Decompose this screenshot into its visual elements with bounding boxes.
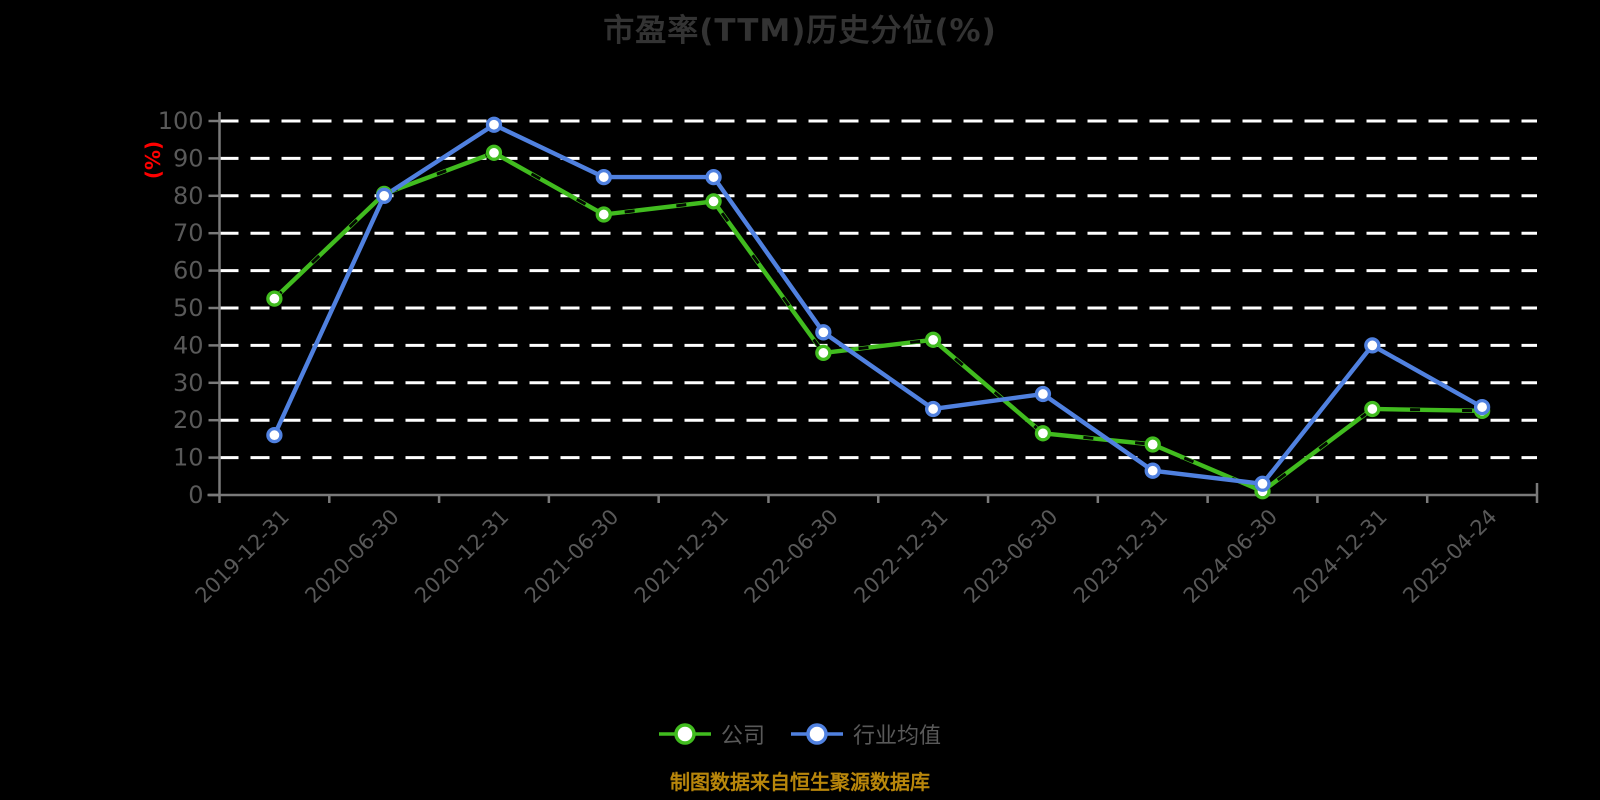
y-axis-label: 100: [158, 107, 204, 135]
industry-data-point-marker: [815, 324, 832, 341]
x-axis-label: 2020-12-31: [410, 505, 513, 608]
y-axis-label: 20: [173, 406, 204, 434]
x-axis-label: 2020-06-30: [300, 505, 403, 608]
company-data-point-marker: [485, 144, 503, 161]
company-data-point-marker: [815, 344, 832, 362]
legend: 公司 行业均值: [0, 718, 1600, 750]
legend-company-marker-icon: [658, 723, 711, 745]
industry-data-point-marker: [595, 168, 612, 186]
industry-data-point-marker: [705, 168, 722, 186]
industry-data-point-marker: [1254, 475, 1271, 492]
y-axis-label: 90: [173, 144, 204, 172]
x-axis-label: 2023-06-30: [959, 505, 1062, 608]
industry-data-point-marker: [1473, 398, 1491, 416]
industry-data-point-marker: [485, 116, 503, 133]
legend-industry-label: 行业均值: [853, 724, 942, 749]
x-axis-label: 2022-12-31: [849, 505, 952, 608]
company-line: [272, 150, 1485, 494]
x-axis-label: 2022-06-30: [740, 505, 843, 608]
company-data-point-marker: [1364, 400, 1381, 418]
y-axis-label: 30: [173, 369, 204, 397]
industry-line: [272, 122, 1485, 486]
legend-item-company[interactable]: 公司: [658, 718, 765, 750]
y-axis-label: 60: [173, 257, 204, 285]
y-axis-label: 40: [173, 331, 204, 359]
x-axis-label: 2023-12-31: [1069, 505, 1172, 608]
y-axis-unit-label: (%): [141, 141, 165, 179]
y-axis-label: 10: [173, 444, 204, 472]
industry-data-point-marker: [376, 187, 393, 204]
x-axis-label: 2021-06-30: [520, 505, 623, 608]
industry-data-point-marker: [924, 400, 942, 418]
x-axis-label: 2024-12-31: [1289, 505, 1392, 608]
pe-percentile-line-chart: 0 10 20 30 40 50 60 70 80 90 100 2019-12-31 2020-06-…: [141, 107, 1539, 608]
company-data-point-marker: [1034, 425, 1052, 442]
legend-industry-marker-icon: [791, 723, 843, 745]
company-data-point-marker: [705, 193, 722, 210]
x-axis-label: 2021-12-31: [630, 505, 733, 608]
x-axis-label: 2019-12-31: [191, 505, 294, 608]
y-axis-label: 70: [173, 219, 204, 247]
legend-company-label: 公司: [720, 724, 765, 749]
data-source-note: 制图数据来自恒生聚源数据库: [670, 770, 930, 794]
y-axis-label: 50: [173, 294, 204, 322]
industry-data-point-marker: [1144, 462, 1161, 479]
industry-data-point-marker: [1364, 337, 1381, 354]
company-data-point-marker: [1144, 436, 1161, 453]
company-line-dash-overlay: [273, 151, 1483, 493]
company-data-point-marker: [595, 206, 612, 223]
chart-title: 市盈率(TTM)历史分位(%): [603, 13, 997, 49]
company-data-point-marker: [924, 331, 942, 348]
industry-data-point-marker: [266, 427, 283, 444]
legend-item-industry-average[interactable]: 行业均值: [791, 718, 941, 750]
company-data-point-marker: [266, 290, 283, 307]
y-axis-label: 0: [188, 481, 203, 509]
x-axis-label: 2024-06-30: [1179, 505, 1282, 608]
x-axis-label: 2025-04-24: [1398, 505, 1501, 608]
y-axis-label: 80: [173, 182, 204, 210]
industry-data-point-marker: [1034, 385, 1052, 403]
